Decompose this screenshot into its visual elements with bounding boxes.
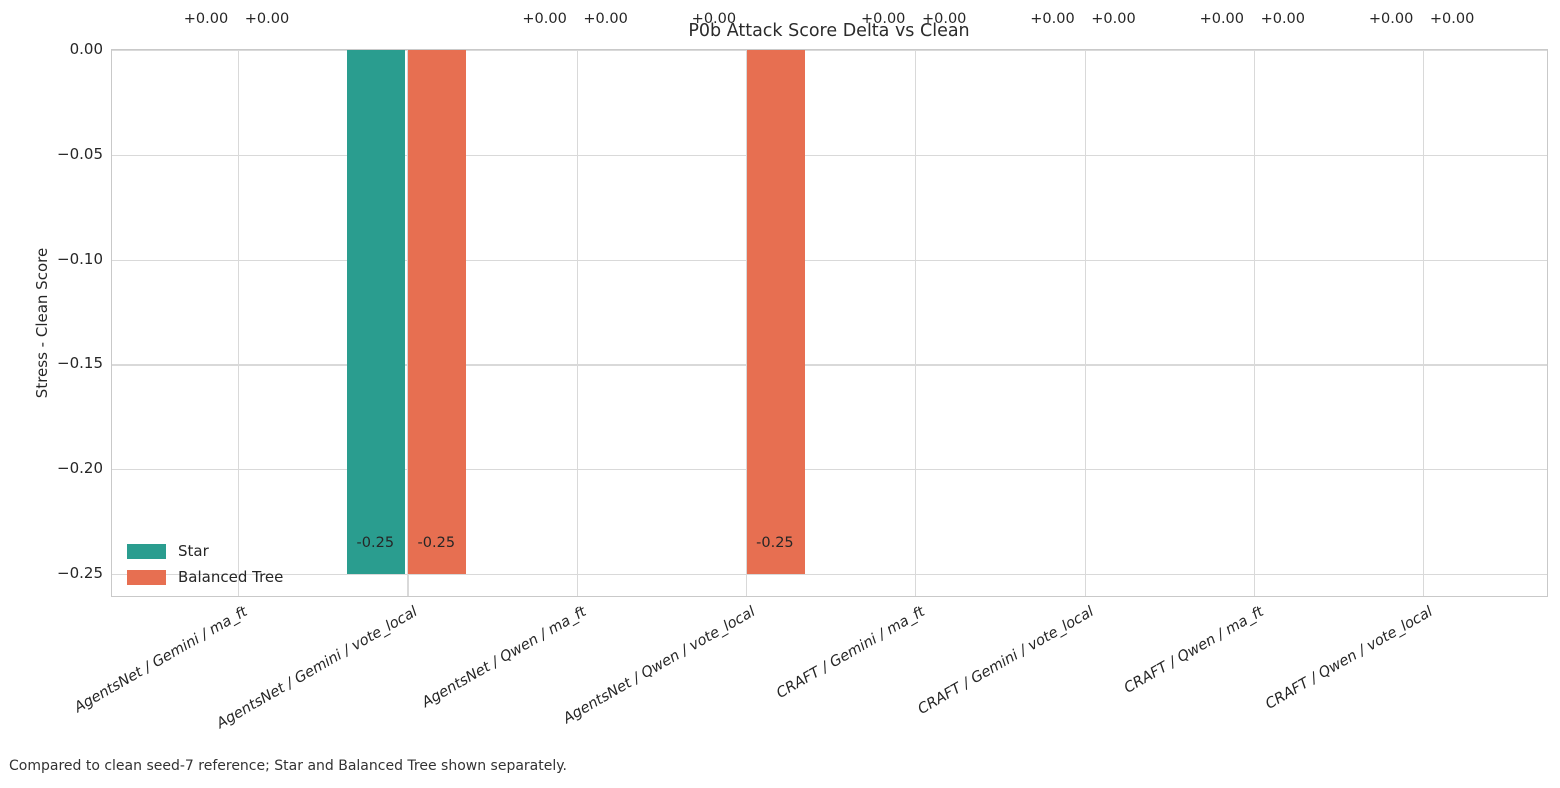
y-tick-label: −0.05 [57,144,103,163]
x-tick-label-craft-gemini-vote-local: CRAFT / Gemini / vote_local [915,603,1097,718]
bar-value-label: +0.00 [921,11,967,27]
x-tick-label-agentsnet-gemini-ma-ft: AgentsNet / Gemini / ma_ft [72,603,251,717]
chart-title: P0b Attack Score Delta vs Clean [688,21,970,41]
bar-value-label: +0.00 [522,11,567,27]
bar-value-label: +0.00 [1030,11,1075,27]
v-gridline [1253,50,1256,596]
bar-value-label: +0.00 [860,11,906,27]
v-gridline [915,50,917,596]
bar-balanced-tree-agentsnet-gemini-vote-local [408,50,467,574]
bar-value-label: -0.25 [756,535,794,551]
y-tick-label: −0.15 [57,354,103,373]
bar-value-label: +0.00 [691,11,737,27]
legend-item-balanced-tree: Balanced Tree [127,564,283,590]
legend-label-star: Star [178,542,209,560]
y-axis-label: Stress - Clean Score [33,247,51,399]
bar-value-label: -0.25 [356,535,395,551]
y-tick-label: −0.20 [57,459,103,478]
h-gridline [112,574,1547,576]
y-tick-label: −0.10 [57,249,103,268]
legend-item-star: Star [127,538,283,564]
h-gridline [112,50,1547,52]
v-gridline [1084,50,1086,596]
bar-value-label: +0.00 [1091,11,1136,27]
bar-value-label: +0.00 [1260,11,1306,27]
legend-label-balanced-tree: Balanced Tree [178,568,284,586]
legend-swatch-star [127,543,166,559]
bar-value-label: -0.25 [417,535,456,551]
bar-value-label: +0.00 [183,11,229,27]
h-gridline [112,259,1547,261]
x-tick-label-agentsnet-qwen-ma-ft: AgentsNet / Qwen / ma_ft [419,603,590,712]
h-gridline [112,154,1547,157]
v-gridline [745,50,748,596]
footnote-caption: Compared to clean seed-7 reference; Star… [9,758,567,774]
x-tick-label-craft-gemini-ma-ft: CRAFT / Gemini / ma_ft [774,603,928,702]
v-gridline [1423,50,1425,596]
bar-value-label: +0.00 [1429,11,1475,27]
legend-swatch-balanced-tree [127,569,166,585]
v-gridline [238,50,240,596]
x-tick-label-craft-qwen-ma-ft: CRAFT / Qwen / ma_ft [1121,603,1267,697]
x-tick-label-agentsnet-gemini-vote-local: AgentsNet / Gemini / vote_local [213,603,420,733]
legend: Star Balanced Tree [127,538,283,590]
h-gridline [112,364,1547,366]
v-gridline [407,50,409,596]
v-gridline [576,50,578,596]
bar-value-label: +0.00 [583,11,628,27]
bar-star-agentsnet-gemini-vote-local [347,50,406,574]
y-tick-label: −0.25 [57,564,103,582]
plot-area [111,49,1548,597]
h-gridline [112,469,1547,471]
bar-value-label: +0.00 [1199,11,1245,27]
bar-value-label: +0.00 [244,11,290,27]
bar-balanced-tree-agentsnet-qwen-vote-local [746,50,805,574]
y-tick-label: 0.00 [69,40,103,58]
x-tick-label-craft-qwen-vote-local: CRAFT / Qwen / vote_local [1263,603,1436,713]
bar-value-label: +0.00 [1368,11,1414,27]
x-tick-label-agentsnet-qwen-vote-local: AgentsNet / Qwen / vote_local [561,603,759,728]
